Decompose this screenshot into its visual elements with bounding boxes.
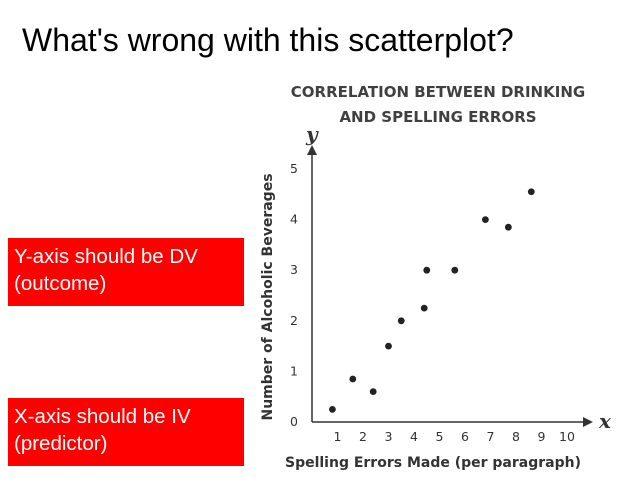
chart-title: CORRELATION BETWEEN DRINKING AND SPELLING…	[291, 83, 585, 126]
scatter-point	[504, 223, 512, 231]
x-tick-label: 8	[512, 429, 520, 444]
x-axis-letter: x	[598, 409, 612, 433]
scatter-point	[385, 342, 392, 350]
scatter-point	[397, 317, 405, 325]
x-tick-label: 9	[538, 429, 546, 444]
chart-title-line: CORRELATION BETWEEN DRINKING	[291, 83, 585, 101]
x-tick-label: 3	[385, 429, 393, 444]
y-tick-label: 3	[290, 262, 298, 277]
x-tick-label: 1	[334, 429, 342, 444]
x-axis-callout: X-axis should be IV (predictor)	[8, 398, 244, 466]
chart-axes	[307, 145, 593, 427]
y-tick-label: 1	[290, 363, 298, 378]
chart-points	[329, 188, 535, 413]
scatter-point	[482, 216, 489, 224]
chart-ticks: 1 2 3 4 5 6 7 8 9 10 0 1 2 3 4 5	[290, 161, 575, 444]
y-tick-label: 0	[290, 414, 298, 429]
x-tick-label: 7	[487, 429, 495, 444]
scatter-point	[527, 188, 535, 196]
scatter-point	[451, 266, 459, 274]
chart-title-line: AND SPELLING ERRORS	[339, 108, 536, 126]
x-axis-label: Spelling Errors Made (per paragraph)	[285, 455, 581, 471]
x-tick-label: 2	[359, 429, 367, 444]
x-tick-label: 4	[410, 429, 418, 444]
y-tick-label: 4	[290, 212, 298, 227]
scatter-point	[423, 266, 431, 274]
x-axis-arrow	[583, 417, 593, 427]
x-tick-label: 6	[461, 429, 469, 444]
y-axis-callout: Y-axis should be DV (outcome)	[8, 238, 244, 306]
y-axis-letter: y	[305, 122, 319, 146]
scatter-point	[369, 388, 377, 396]
scatter-point	[420, 304, 428, 312]
y-axis-label: Number of Alcoholic Beverages	[260, 173, 276, 420]
scatter-point	[349, 375, 357, 383]
x-tick-label: 5	[436, 429, 444, 444]
y-tick-label: 2	[290, 313, 298, 328]
slide-title: What's wrong with this scatterplot?	[22, 22, 514, 58]
y-axis-arrow	[307, 145, 317, 155]
scatter-point	[329, 405, 336, 413]
x-tick-label: 10	[559, 429, 575, 444]
y-tick-label: 5	[290, 161, 298, 176]
